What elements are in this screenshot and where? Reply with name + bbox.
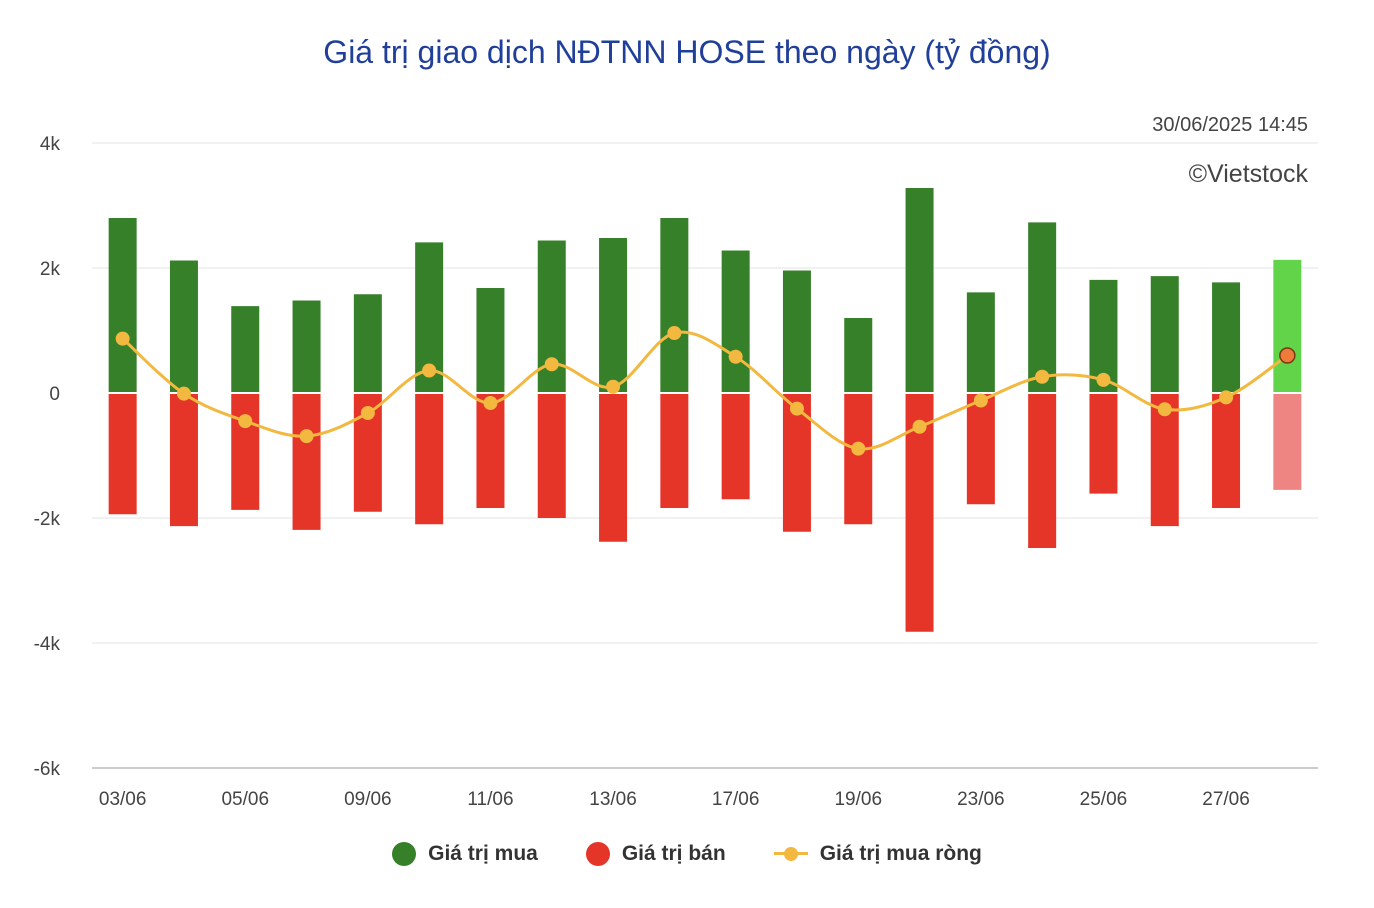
bar-buy bbox=[108, 218, 137, 393]
bar-sell bbox=[1089, 394, 1118, 494]
chart-title: Giá trị giao dịch NĐTNN HOSE theo ngày (… bbox=[323, 34, 1051, 70]
legend-buy-label: Giá trị mua bbox=[428, 842, 538, 865]
legend-net-label: Giá trị mua ròng bbox=[819, 842, 982, 865]
bar-sell bbox=[599, 394, 628, 542]
bar-sell bbox=[844, 394, 873, 525]
y-tick-label: 2k bbox=[40, 259, 61, 280]
bar-buy bbox=[782, 270, 811, 393]
net-point bbox=[176, 386, 191, 401]
net-point bbox=[1035, 369, 1050, 384]
bar-buy bbox=[1028, 222, 1057, 393]
net-point bbox=[606, 379, 621, 394]
net-point bbox=[973, 393, 988, 408]
bar-sell bbox=[660, 394, 689, 508]
legend-sell-swatch bbox=[585, 842, 610, 866]
net-point bbox=[912, 419, 927, 434]
bar-sell bbox=[1028, 394, 1057, 548]
bar-sell bbox=[292, 394, 321, 530]
net-point bbox=[667, 326, 682, 340]
net-point bbox=[728, 349, 743, 364]
y-tick-label: -4k bbox=[34, 634, 61, 655]
x-tick-label: 27/06 bbox=[1202, 789, 1250, 810]
x-tick-label: 25/06 bbox=[1080, 789, 1128, 810]
net-point bbox=[115, 331, 130, 346]
net-point bbox=[1219, 390, 1234, 405]
bar-sell bbox=[169, 394, 198, 527]
x-tick-label: 19/06 bbox=[834, 789, 882, 810]
legend-buy-swatch bbox=[392, 842, 417, 866]
source-credit: ©Vietstock bbox=[1188, 160, 1308, 188]
net-point bbox=[483, 396, 498, 410]
net-point bbox=[422, 363, 437, 378]
bar-buy bbox=[476, 288, 505, 393]
bar-buy bbox=[1212, 282, 1241, 393]
bar-sell bbox=[537, 394, 566, 518]
bar-buy bbox=[599, 238, 628, 393]
bar-buy bbox=[169, 260, 198, 393]
bar-buy bbox=[1273, 259, 1302, 393]
legend-item-sell[interactable]: Giá trị bán bbox=[585, 842, 726, 866]
net-point bbox=[851, 441, 866, 456]
x-tick-label: 03/06 bbox=[99, 789, 147, 810]
bar-buy bbox=[966, 292, 995, 393]
y-tick-label: 4k bbox=[40, 134, 61, 155]
x-tick-label: 05/06 bbox=[221, 789, 269, 810]
bar-buy bbox=[353, 294, 382, 393]
net-point bbox=[544, 357, 559, 372]
net-point bbox=[299, 429, 314, 444]
y-tick-label: -6k bbox=[34, 759, 61, 780]
bar-sell bbox=[721, 394, 750, 500]
net-point bbox=[238, 414, 253, 429]
net-point bbox=[1096, 372, 1111, 387]
x-tick-label: 11/06 bbox=[467, 789, 513, 810]
legend-item-net[interactable]: Giá trị mua ròng bbox=[773, 842, 982, 866]
bar-buy bbox=[292, 300, 321, 393]
x-tick-label: 23/06 bbox=[957, 789, 1005, 810]
net-point bbox=[360, 406, 375, 420]
net-point bbox=[789, 401, 804, 416]
bar-buy bbox=[660, 218, 689, 393]
y-tick-label: 0 bbox=[49, 384, 60, 405]
x-tick-label: 13/06 bbox=[589, 789, 637, 810]
bar-buy bbox=[844, 318, 873, 393]
net-point bbox=[1279, 347, 1296, 364]
x-tick-label: 17/06 bbox=[712, 789, 760, 810]
bar-buy bbox=[721, 250, 750, 393]
bar-buy bbox=[1150, 276, 1179, 393]
legend-net-swatch bbox=[773, 842, 808, 866]
legend: Giá trị mua Giá trị bán Giá trị mua ròng bbox=[0, 842, 1374, 866]
timestamp: 30/06/2025 14:45 bbox=[1152, 114, 1308, 136]
bar-sell bbox=[966, 394, 995, 505]
bar-sell bbox=[1212, 394, 1241, 508]
legend-sell-label: Giá trị bán bbox=[621, 842, 726, 865]
legend-item-buy[interactable]: Giá trị mua bbox=[392, 842, 538, 866]
bar-sell bbox=[231, 394, 260, 510]
y-tick-label: -2k bbox=[34, 509, 61, 530]
bar-sell bbox=[108, 394, 137, 515]
bar-buy bbox=[905, 188, 934, 393]
bar-sell bbox=[1273, 394, 1302, 490]
net-point bbox=[1157, 402, 1172, 417]
bar-sell bbox=[415, 394, 444, 525]
x-tick-label: 09/06 bbox=[344, 789, 392, 810]
bar-sell bbox=[476, 394, 505, 508]
bar-buy bbox=[231, 306, 260, 393]
